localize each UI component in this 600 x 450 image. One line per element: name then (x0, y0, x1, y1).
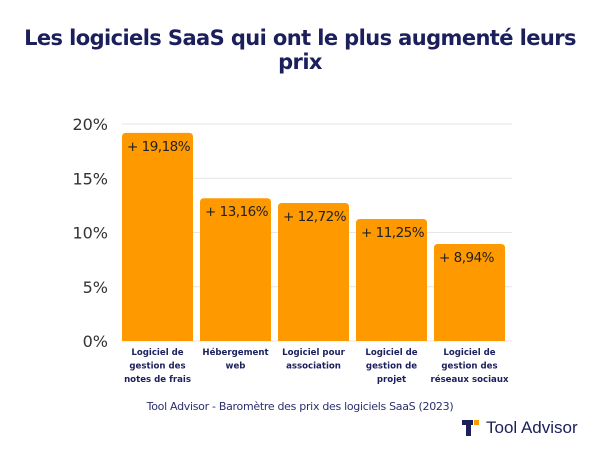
bar (200, 198, 271, 341)
source-caption: Tool Advisor - Baromètre des prix des lo… (146, 400, 454, 413)
x-tick-label: gestion de (366, 362, 417, 372)
logo-text: Tool Advisor (486, 418, 578, 437)
y-tick-label: 20% (72, 115, 108, 134)
y-tick-label: 0% (83, 332, 108, 351)
x-tick-label: web (226, 362, 246, 372)
y-tick-label: 5% (83, 278, 108, 297)
logo-icon (462, 420, 479, 436)
bar (434, 244, 505, 341)
bar (356, 218, 427, 341)
data-label: + 8,94% (439, 250, 495, 266)
y-tick-label: 15% (72, 169, 108, 188)
x-tick-label: projet (377, 375, 406, 385)
x-tick-label: gestion des (441, 362, 497, 372)
bar (122, 132, 193, 341)
x-tick-label: gestion des (129, 362, 185, 372)
data-label: + 19,18% (127, 139, 191, 155)
x-tick-label: Hébergement (202, 347, 268, 358)
x-tick-label: association (286, 362, 341, 372)
x-tick-label: réseaux sociaux (431, 374, 509, 385)
bar-chart: 0% 5% 10% 15% 20% + 19,18% Logiciel de gestion … (72, 115, 512, 385)
data-label: + 12,72% (283, 209, 347, 225)
data-label: + 13,16% (205, 204, 269, 220)
bar (278, 202, 349, 341)
tool-advisor-logo: Tool Advisor (462, 418, 578, 438)
chart-title: Les logiciels SaaS qui ont le plus augme… (24, 26, 576, 74)
data-label: + 11,25% (361, 225, 425, 241)
x-tick-label: Logiciel pour (282, 348, 345, 358)
x-tick-label: Logiciel de (443, 348, 495, 358)
x-tick-label: notes de frais (124, 375, 191, 385)
x-tick-label: Logiciel de (131, 348, 183, 358)
x-tick-label: Logiciel de (365, 348, 417, 358)
y-tick-label: 10% (72, 224, 108, 243)
